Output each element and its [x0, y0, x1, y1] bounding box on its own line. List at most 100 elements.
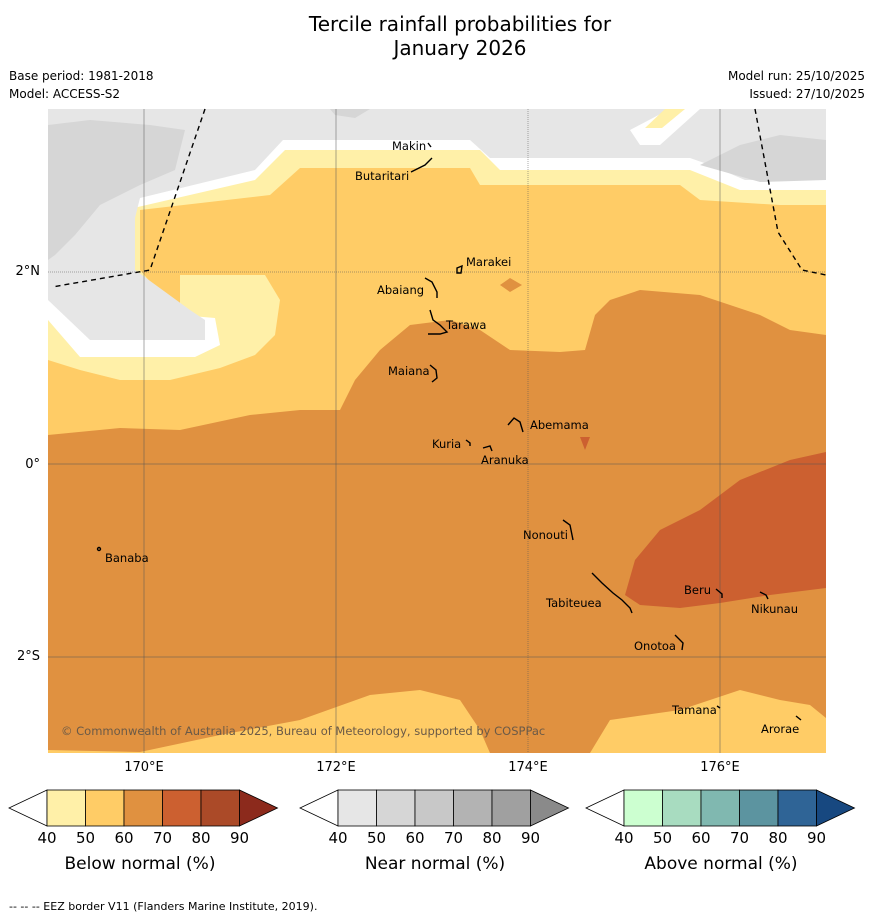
colorbar-below-low-extend — [8, 789, 48, 827]
lon-label-176: 176°E — [700, 760, 740, 775]
model-name: Model: ACCESS-S2 — [9, 87, 121, 101]
colorbar-below-tick: 50 — [75, 829, 96, 847]
place-label: Marakei — [466, 255, 512, 269]
colorbar-below-segment — [123, 789, 163, 827]
colorbar-below-tick: 90 — [229, 829, 250, 847]
place-label: Arorae — [761, 722, 800, 736]
place-label: Abaiang — [377, 283, 425, 297]
colorbar-above-segment — [777, 789, 817, 827]
place-label: Kuria — [432, 437, 462, 451]
place-label: Tabiteuea — [546, 596, 602, 610]
island-makin — [427, 142, 432, 148]
meta-left: Base period: 1981-2018 Model: ACCESS-S2 — [9, 67, 154, 103]
eez-border — [51, 108, 827, 288]
colorbar-below-tick: 70 — [152, 829, 173, 847]
colorbar-above-low-extend — [585, 789, 625, 827]
place-label: Tamana — [672, 703, 717, 717]
region-no-signal-ne — [630, 109, 700, 145]
place-label: Onotoa — [634, 639, 676, 653]
place-label: Nonouti — [523, 528, 568, 542]
island-kuria — [465, 439, 471, 446]
colorbar-below-segment — [200, 789, 240, 827]
graticule — [48, 109, 826, 753]
model-run: Model run: 25/10/2025 — [727, 69, 865, 83]
place-label: Butaritari — [355, 169, 410, 183]
region-near-60-north — [330, 109, 370, 118]
title-line-2: January 2026 — [393, 36, 527, 60]
base-period: Base period: 1981-2018 — [9, 69, 154, 83]
colorbar-title-near: Near normal (%) — [364, 854, 506, 874]
place-label: Aranuka — [481, 453, 529, 467]
region-below-40-50-ne — [645, 109, 685, 128]
colorbar-near-high-extend — [530, 789, 570, 827]
colorbar-above-segment — [623, 789, 663, 827]
colorbar-near-tick: 70 — [443, 829, 464, 847]
island-beru — [715, 588, 723, 598]
colorbar-below-segment — [46, 789, 86, 827]
island-abaiang — [424, 277, 438, 298]
map-title: Tercile rainfall probabilities for Janua… — [0, 12, 873, 60]
lat-label-2s: 2°S — [16, 649, 40, 664]
island-butaritari — [410, 157, 433, 173]
issued-date: Issued: 27/10/2025 — [749, 87, 865, 101]
colorbar-near-low-extend — [299, 789, 339, 827]
place-label: Beru — [684, 583, 711, 597]
region-below-50-60-southeast — [590, 690, 826, 753]
colorbar-below-tick: 40 — [37, 829, 57, 847]
island-tarawa — [428, 309, 449, 335]
island-tabiteuea — [591, 572, 633, 614]
island-nikunau — [759, 591, 769, 600]
island-nonouti — [562, 519, 574, 541]
title-line-1: Tercile rainfall probabilities for — [308, 12, 612, 36]
colorbar-near-tick: 60 — [405, 829, 425, 847]
region-below-70-small-marakei — [500, 278, 522, 292]
island-banaba — [96, 546, 102, 552]
colorbar-near-tick: 80 — [482, 829, 502, 847]
colorbar-above-segment — [739, 789, 779, 827]
place-label: Makin — [392, 139, 427, 153]
island-onotoa — [674, 634, 684, 651]
colorbar-title-below: Below normal (%) — [64, 854, 216, 874]
colorbar-above-high-extend — [816, 789, 856, 827]
island-tamana — [716, 705, 721, 709]
colorbar-near-segment — [376, 789, 416, 827]
island-aranuka — [482, 445, 493, 452]
lat-label-0: 0° — [25, 457, 40, 472]
place-label: Maiana — [388, 364, 430, 378]
place-label: Tarawa — [446, 318, 487, 332]
colorbar-near-segment — [337, 789, 377, 827]
colorbar-near-tick: 90 — [520, 829, 541, 847]
island-marakei — [456, 264, 463, 274]
colorbar-near-tick: 50 — [366, 829, 387, 847]
colorbar-below-high-extend — [239, 789, 279, 827]
island-abemama — [507, 417, 524, 433]
colorbar-near-segment — [414, 789, 454, 827]
lat-label-2n: 2°N — [15, 264, 41, 279]
region-near-60-east — [700, 135, 826, 182]
colorbar-below-segment — [162, 789, 202, 827]
colorbar-near-segment — [491, 789, 531, 827]
colorbar-above-tick: 40 — [614, 829, 634, 847]
colorbar-above-segment — [700, 789, 740, 827]
colorbar-title-above: Above normal (%) — [644, 854, 798, 874]
region-below-50-60-south — [48, 690, 490, 753]
colorbar-above-tick: 70 — [729, 829, 750, 847]
place-label: Nikunau — [751, 602, 799, 616]
colorbar-above-tick: 60 — [691, 829, 711, 847]
colorbar-near-segment — [453, 789, 493, 827]
islands — [96, 142, 802, 721]
place-label: Banaba — [105, 551, 149, 565]
region-below-70-80-small — [580, 437, 590, 450]
island-maiana — [429, 364, 438, 383]
colorbar-above-tick: 50 — [652, 829, 673, 847]
colorbar-below-tick: 80 — [191, 829, 211, 847]
colorbar-above-tick: 80 — [768, 829, 788, 847]
meta-right: Model run: 25/10/2025 Issued: 27/10/2025 — [728, 67, 865, 103]
region-below-70-80 — [625, 452, 826, 608]
copyright-notice: © Commonwealth of Australia 2025, Bureau… — [61, 724, 546, 738]
lon-label-172: 172°E — [316, 760, 356, 775]
colorbar-below-tick: 60 — [114, 829, 134, 847]
colorbar-near-tick: 40 — [328, 829, 348, 847]
